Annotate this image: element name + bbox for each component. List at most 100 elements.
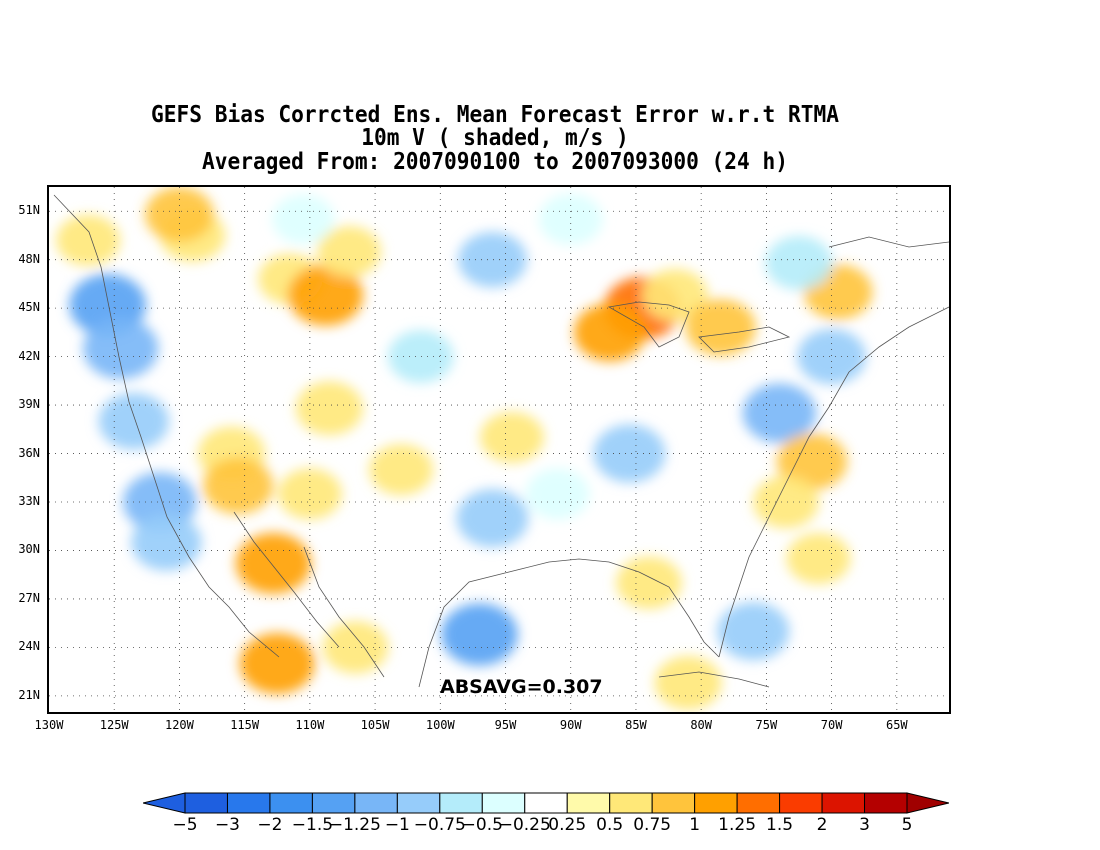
lon-label-85W: 85W: [625, 718, 647, 732]
lon-label-110W: 110W: [295, 718, 325, 732]
lat-label-48N: 48N: [18, 251, 40, 266]
field-patch-32: [456, 489, 529, 548]
colorbar-box-0: [184, 792, 228, 814]
field-patch-6: [145, 187, 214, 243]
lon-label-120W: 120W: [164, 718, 194, 732]
coastlines: [53, 194, 949, 688]
field-patch-34: [593, 424, 666, 483]
map-plot-area: [47, 185, 951, 714]
title-line-2: 10m V ( shaded, m/s ): [361, 125, 629, 151]
absavg-label: ABSAVG=0.307: [440, 676, 603, 698]
field-patch-26: [202, 457, 274, 515]
lon-label-105W: 105W: [360, 718, 390, 732]
colorbar-under-triangle: [143, 792, 186, 814]
colorbar-box-9: [566, 792, 611, 814]
field-patch-37: [654, 656, 722, 710]
colorbar-label-4: −1.25: [328, 815, 381, 835]
colorbar-box-2: [269, 792, 313, 814]
field-patch-10: [317, 226, 381, 278]
colorbar-label-13: 1.25: [718, 815, 757, 835]
field-patch-2: [98, 392, 169, 450]
lat-label-30N: 30N: [18, 542, 40, 557]
colorbar-box-6: [439, 792, 483, 814]
colorbar-box-16: [864, 792, 908, 814]
field-patch-36: [717, 602, 790, 661]
colorbar-box-8: [524, 792, 568, 814]
title-line-1: GEFS Bias Corrcted Ens. Mean Forecast Er…: [151, 102, 839, 128]
field-patch-28: [239, 633, 315, 694]
map-field: [49, 187, 949, 712]
colorbar-label-0: −5: [172, 815, 198, 835]
field-patch-15: [573, 303, 646, 362]
colorbar-label-17: 5: [901, 815, 913, 835]
colorbar-box-1: [226, 792, 271, 814]
west-coastline: [53, 194, 280, 658]
lon-label-80W: 80W: [690, 718, 713, 732]
colorbar-box-3: [311, 792, 356, 814]
lat-label-51N: 51N: [18, 203, 40, 218]
colorbar-box-15: [821, 792, 866, 814]
field-patch-19: [765, 236, 833, 290]
lat-label-24N: 24N: [18, 639, 40, 654]
title-line-3: Averaged From: 2007090100 to 2007093000 …: [201, 149, 789, 175]
lon-label-95W: 95W: [494, 718, 517, 732]
lon-label-115W: 115W: [230, 718, 260, 732]
lon-label-75W: 75W: [755, 718, 778, 732]
gulf-of-california: [233, 511, 340, 648]
lat-label-42N: 42N: [18, 348, 40, 363]
cuba: [658, 671, 770, 688]
lat-label-39N: 39N: [18, 397, 40, 412]
field-patch-35: [616, 556, 682, 609]
lon-label-100W: 100W: [425, 718, 455, 732]
colorbar-box-10: [609, 792, 653, 814]
mexico-pacific-coast: [303, 546, 385, 678]
colorbar-label-10: 0.5: [596, 815, 624, 835]
lat-lon-grid: [49, 187, 949, 712]
colorbar-label-16: 3: [859, 815, 870, 835]
field-patch-1: [83, 318, 159, 379]
colorbar-label-1: −3: [214, 815, 240, 835]
field-patch-24: [786, 533, 851, 585]
colorbar-label-7: −0.5: [461, 815, 503, 835]
colorbar-label-12: 1: [689, 815, 701, 835]
colorbar-label-2: −2: [257, 815, 283, 835]
colorbar-label-15: 2: [816, 815, 828, 835]
field-patch-12: [458, 232, 527, 288]
lat-label-21N: 21N: [18, 687, 40, 702]
colorbar-box-12: [694, 792, 738, 814]
field-patch-22: [776, 433, 848, 490]
canada-east: [828, 236, 949, 248]
field-patch-27: [235, 532, 311, 594]
lon-label-90W: 90W: [559, 718, 582, 732]
colorbar-box-7: [481, 792, 526, 814]
field-patch-11: [272, 194, 335, 245]
lon-label-70W: 70W: [820, 718, 843, 732]
colorbar-box-4: [354, 792, 398, 814]
colorbar-box-5: [396, 792, 441, 814]
field-patch-7: [56, 214, 121, 266]
colorbar-label-11: 0.75: [633, 815, 672, 835]
field-patch-13: [538, 193, 603, 245]
field-patch-29: [295, 381, 364, 436]
east-coast: [718, 306, 949, 658]
great-lakes: [607, 301, 690, 348]
field-patch-21: [742, 383, 817, 443]
gulf-coast: [418, 558, 720, 688]
lon-label-65W: 65W: [885, 718, 908, 732]
lake-erie-ontario: [698, 326, 791, 353]
field-patch-38: [387, 330, 454, 383]
colorbar-label-3: −1.5: [291, 815, 334, 835]
lat-label-45N: 45N: [18, 300, 40, 315]
colorbar-label-14: 1.5: [766, 815, 794, 835]
lon-label-125W: 125W: [99, 718, 129, 732]
colorbar-label-6: −0.75: [413, 815, 466, 835]
colorbar-over-triangle: [906, 792, 949, 814]
field-patch-4: [131, 514, 202, 571]
lat-label-27N: 27N: [18, 590, 40, 605]
field-patch-40: [525, 468, 590, 520]
field-patch-20: [797, 329, 867, 385]
field-patch-33: [441, 603, 518, 666]
field-patch-9: [287, 264, 364, 326]
field-patch-41: [369, 444, 434, 496]
lat-label-33N: 33N: [18, 494, 40, 508]
